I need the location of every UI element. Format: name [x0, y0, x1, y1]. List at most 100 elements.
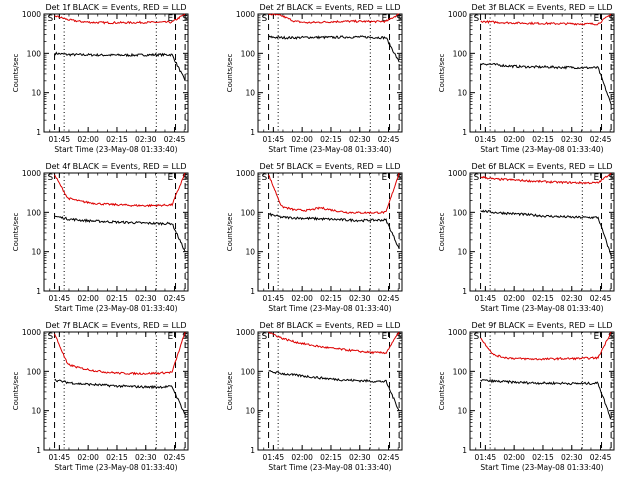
- x-tick-label: 01:45: [263, 453, 285, 462]
- y-tick-label: 1: [250, 287, 255, 296]
- x-tick-label: 02:45: [164, 135, 186, 144]
- series-line-events: [480, 209, 612, 256]
- end-marker-label: E: [594, 14, 600, 24]
- series-line-lld: [268, 13, 400, 24]
- x-tick-label: 02:45: [378, 135, 400, 144]
- start-marker-label: S: [262, 14, 268, 24]
- series-line-lld: [54, 13, 186, 25]
- panel-title: Det 3f BLACK = Events, RED = LLD: [471, 3, 612, 12]
- y-tick-label: 1: [36, 446, 41, 455]
- detector-panel-3: Det 3f BLACK = Events, RED = LLD 1 10 100 10…: [438, 3, 615, 154]
- series-line-events: [268, 35, 400, 63]
- x-tick-label: 02:00: [291, 135, 313, 144]
- y-tick-label: 100: [453, 49, 468, 58]
- series-line-events: [480, 62, 612, 105]
- y-tick-label: 1000: [236, 328, 255, 337]
- x-tick-label: 02:30: [349, 135, 371, 144]
- plot-frame: [469, 331, 615, 451]
- y-tick-label: 1000: [236, 169, 255, 178]
- series-line-events: [268, 370, 400, 411]
- start-marker-label: S: [262, 173, 268, 183]
- series-line-lld: [480, 172, 612, 185]
- y-tick-label: 100: [27, 49, 42, 58]
- start-marker-label: S: [48, 173, 54, 183]
- plot-frame: [257, 13, 403, 133]
- x-tick-label: 01:45: [263, 294, 285, 303]
- stop-marker-label: S: [396, 14, 402, 24]
- detector-panel-2: Det 2f BLACK = Events, RED = LLD 1 10 100 10…: [226, 3, 403, 154]
- y-axis-label: Counts/sec: [226, 54, 234, 93]
- x-axis-label: Start Time (23-May-08 01:33:40): [54, 304, 177, 313]
- x-tick-label: 01:45: [475, 294, 497, 303]
- y-axis-label: Counts/sec: [438, 213, 446, 252]
- series-line-lld: [480, 13, 612, 26]
- x-axis-label: Start Time (23-May-08 01:33:40): [480, 145, 603, 154]
- end-marker-label: E: [382, 332, 388, 342]
- stop-marker-label: S: [608, 332, 614, 342]
- detector-panel-7: Det 7f BLACK = Events, RED = LLD 1 10 100 10…: [12, 321, 189, 472]
- x-tick-label: 01:45: [475, 453, 497, 462]
- y-axis-label: Counts/sec: [12, 54, 20, 93]
- panel-title: Det 8f BLACK = Events, RED = LLD: [259, 321, 400, 330]
- series-line-events: [54, 51, 186, 81]
- y-axis-label: Counts/sec: [438, 372, 446, 411]
- detector-panel-1: Det 1f BLACK = Events, RED = LLD 1 10 100 10…: [12, 3, 189, 154]
- y-tick-label: 10: [457, 407, 467, 416]
- x-tick-label: 02:15: [532, 453, 554, 462]
- detector-panel-5: Det 5f BLACK = Events, RED = LLD 1 10 100 10…: [226, 162, 403, 313]
- x-tick-label: 02:00: [77, 453, 99, 462]
- stop-marker-label: S: [396, 332, 402, 342]
- series-line-events: [480, 379, 612, 420]
- x-tick-label: 02:00: [291, 294, 313, 303]
- x-tick-label: 02:00: [503, 135, 525, 144]
- panel-title: Det 2f BLACK = Events, RED = LLD: [259, 3, 400, 12]
- x-tick-label: 02:15: [106, 135, 128, 144]
- end-marker-label: E: [168, 14, 174, 24]
- y-tick-label: 100: [241, 208, 256, 217]
- x-axis-label: Start Time (23-May-08 01:33:40): [268, 145, 391, 154]
- y-tick-label: 1000: [22, 169, 41, 178]
- panel-title: Det 9f BLACK = Events, RED = LLD: [471, 321, 612, 330]
- x-tick-label: 02:45: [590, 453, 612, 462]
- y-tick-label: 1: [36, 287, 41, 296]
- start-marker-label: S: [474, 173, 480, 183]
- end-marker-label: E: [382, 173, 388, 183]
- x-tick-label: 01:45: [49, 135, 71, 144]
- x-tick-label: 02:15: [106, 294, 128, 303]
- end-marker-label: E: [594, 173, 600, 183]
- series-line-lld: [54, 331, 186, 376]
- y-tick-label: 10: [457, 248, 467, 257]
- x-tick-label: 02:00: [77, 135, 99, 144]
- x-tick-label: 01:45: [475, 135, 497, 144]
- x-axis-label: Start Time (23-May-08 01:33:40): [268, 463, 391, 472]
- x-tick-label: 02:30: [349, 294, 371, 303]
- start-marker-label: S: [474, 332, 480, 342]
- y-tick-label: 100: [27, 208, 42, 217]
- y-tick-label: 1: [462, 128, 467, 137]
- y-axis-label: Counts/sec: [226, 372, 234, 411]
- detector-panel-9: Det 9f BLACK = Events, RED = LLD 1 10 100 10…: [438, 321, 615, 472]
- y-tick-label: 100: [241, 367, 256, 376]
- x-tick-label: 02:15: [532, 135, 554, 144]
- x-tick-label: 01:45: [49, 294, 71, 303]
- start-marker-label: S: [48, 14, 54, 24]
- y-axis-label: Counts/sec: [226, 213, 234, 252]
- stop-marker-label: S: [608, 173, 614, 183]
- y-tick-label: 1000: [448, 10, 467, 19]
- stop-marker-label: S: [608, 14, 614, 24]
- y-tick-label: 10: [31, 407, 41, 416]
- detector-panel-4: Det 4f BLACK = Events, RED = LLD 1 10 100 10…: [12, 162, 189, 313]
- plot-frame: [469, 172, 615, 292]
- x-tick-label: 02:15: [320, 294, 342, 303]
- detector-panel-8: Det 8f BLACK = Events, RED = LLD 1 10 100 10…: [226, 321, 403, 472]
- panel-title: Det 1f BLACK = Events, RED = LLD: [45, 3, 186, 12]
- end-marker-label: E: [594, 332, 600, 342]
- panel-title: Det 6f BLACK = Events, RED = LLD: [471, 162, 612, 171]
- y-tick-label: 100: [27, 367, 42, 376]
- y-tick-label: 1: [250, 128, 255, 137]
- y-tick-label: 1000: [448, 328, 467, 337]
- series-line-events: [54, 378, 186, 415]
- y-tick-label: 1000: [236, 10, 255, 19]
- y-tick-label: 1000: [448, 169, 467, 178]
